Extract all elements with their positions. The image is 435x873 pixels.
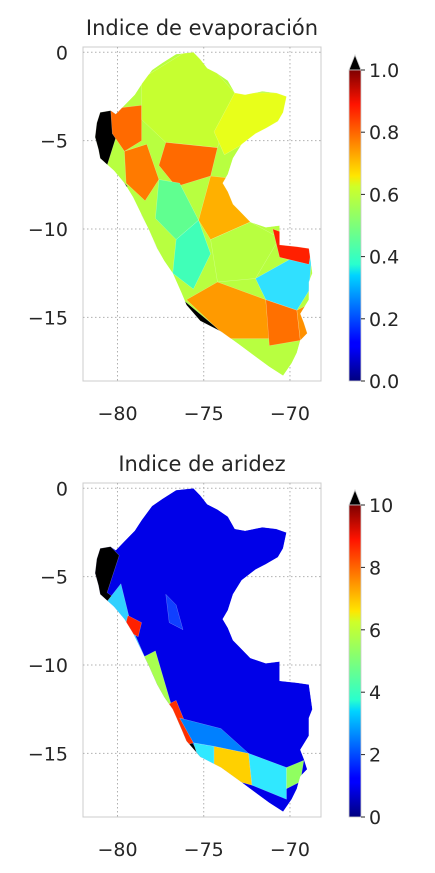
- y-tick-label: −5: [40, 131, 68, 153]
- y-tick-label: −5: [40, 567, 68, 589]
- region-polygon: [110, 105, 142, 152]
- region-polygon: [124, 144, 160, 201]
- x-tick-label: −75: [184, 839, 224, 861]
- colorbar: 0.0 0.2 0.4 0.6 0.8 1.0: [348, 53, 399, 393]
- panel-title: Indice de evaporación: [86, 16, 318, 40]
- colorbar-gradient: [348, 69, 362, 382]
- colorbar-tick-label: 2: [369, 745, 381, 767]
- y-tick-labels: 0 −5 −10 −15: [28, 42, 68, 329]
- y-tick-label: 0: [56, 478, 68, 500]
- colorbar-extend-triangle: [348, 53, 362, 71]
- y-tick-labels: 0 −5 −10 −15: [28, 478, 68, 765]
- colorbar: 0 2 4 6 8 10: [348, 488, 393, 829]
- panel-aridity: Indice de aridez −80 −75 −70 0 −5 −10 −1…: [28, 452, 393, 861]
- colorbar-tick-label: 6: [369, 620, 381, 642]
- y-tick-label: −10: [28, 655, 68, 677]
- x-tick-label: −70: [270, 839, 310, 861]
- x-tick-label: −80: [97, 839, 137, 861]
- region-polygon: [210, 221, 280, 283]
- x-tick-label: −75: [184, 403, 224, 425]
- colorbar-gradient: [348, 504, 362, 818]
- colorbar-extend-triangle: [348, 488, 362, 506]
- colorbar-tick-label: 10: [369, 495, 393, 517]
- colorbar-tick-label: 1.0: [369, 60, 399, 82]
- colorbar-tick-label: 0.8: [369, 122, 399, 144]
- x-tick-labels: −80 −75 −70: [97, 839, 310, 861]
- y-tick-label: −15: [28, 307, 68, 329]
- colorbar-tick-label: 0.6: [369, 184, 399, 206]
- colorbar-tick-label: 0.4: [369, 247, 399, 269]
- colorbar-tick-label: 8: [369, 557, 381, 579]
- x-tick-label: −80: [97, 403, 137, 425]
- region-base: [95, 488, 313, 812]
- region-polygon: [179, 717, 250, 754]
- colorbar-tick-label: 4: [369, 682, 381, 704]
- x-tick-label: −70: [270, 403, 310, 425]
- region-polygon: [248, 753, 287, 800]
- region-polygon: [165, 593, 184, 630]
- y-tick-label: −15: [28, 743, 68, 765]
- panel-evaporation: Indice de evaporación −80 −75 −70 0 −5 −…: [28, 16, 399, 425]
- colorbar-tick-label: 0.0: [369, 371, 399, 393]
- colorbar-tick-label: 0: [369, 807, 381, 829]
- y-tick-label: −10: [28, 219, 68, 241]
- x-tick-labels: −80 −75 −70: [97, 403, 310, 425]
- region-polygon: [158, 142, 218, 187]
- panel-title: Indice de aridez: [118, 452, 285, 476]
- y-tick-label: 0: [56, 42, 68, 64]
- region-polygon: [172, 219, 211, 290]
- colorbar-tick-label: 0.2: [369, 309, 399, 331]
